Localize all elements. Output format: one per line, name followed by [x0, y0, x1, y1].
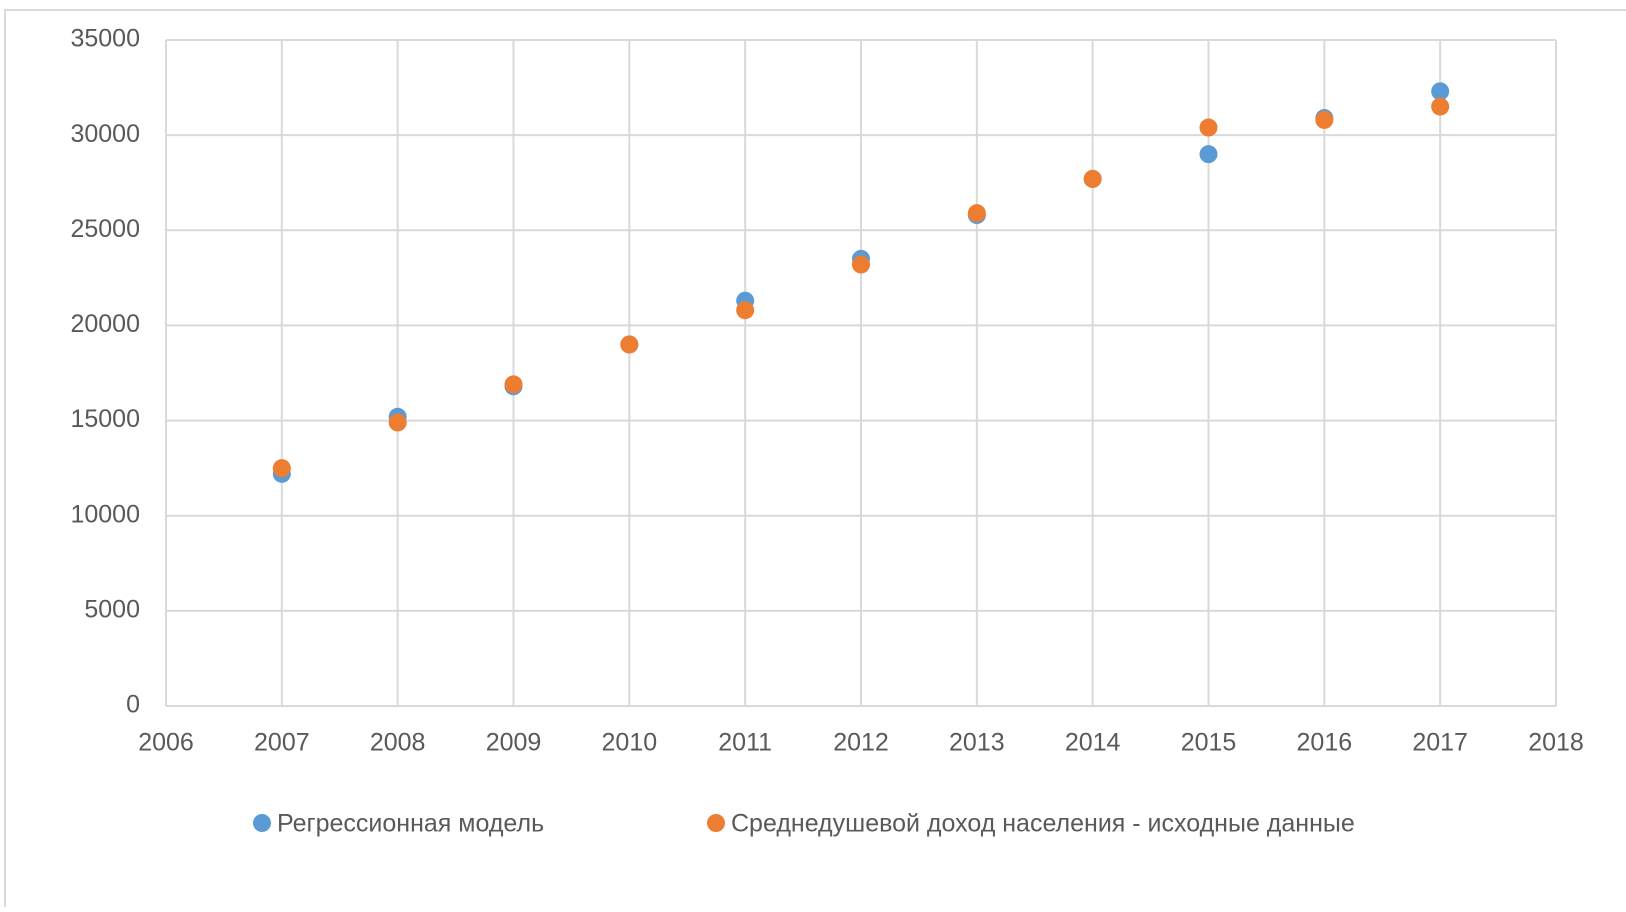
point: [504, 375, 523, 394]
legend-label: Среднедушевой доход населения - исходные…: [731, 810, 1355, 838]
point: [272, 459, 291, 478]
point: [1431, 97, 1450, 116]
x-tick-label: 2013: [949, 729, 1005, 757]
point: [620, 335, 639, 354]
x-tick-label: 2007: [254, 729, 310, 757]
y-tick-label: 15000: [70, 405, 140, 433]
x-tick-label: 2018: [1528, 729, 1584, 757]
legend-marker: [253, 814, 271, 832]
x-tick-label: 2009: [486, 729, 542, 757]
y-tick-label: 30000: [70, 120, 140, 148]
y-tick-label: 10000: [70, 500, 140, 528]
point: [1083, 169, 1102, 188]
point: [1199, 145, 1218, 164]
x-tick-label: 2015: [1181, 729, 1237, 757]
point: [736, 301, 755, 320]
y-tick-label: 35000: [70, 25, 140, 53]
x-tick-label: 2010: [602, 729, 658, 757]
x-tick-label: 2016: [1297, 729, 1353, 757]
y-tick-label: 25000: [70, 215, 140, 243]
point: [1315, 110, 1334, 129]
x-tick-label: 2006: [138, 729, 194, 757]
point: [388, 413, 407, 432]
y-tick-label: 20000: [70, 310, 140, 338]
x-tick-label: 2008: [370, 729, 426, 757]
chart-border: [4, 9, 1626, 912]
point: [967, 204, 986, 223]
point: [1199, 118, 1218, 137]
y-tick-label: 5000: [84, 595, 140, 623]
x-tick-label: 2014: [1065, 729, 1121, 757]
x-tick-label: 2017: [1412, 729, 1468, 757]
point: [1431, 82, 1450, 101]
x-tick-label: 2012: [833, 729, 889, 757]
legend-marker: [707, 814, 725, 832]
point: [852, 255, 870, 274]
x-tick-label: 2011: [718, 729, 772, 757]
y-tick-label: 0: [126, 691, 140, 719]
legend-label: Регрессионная модель: [277, 810, 544, 838]
